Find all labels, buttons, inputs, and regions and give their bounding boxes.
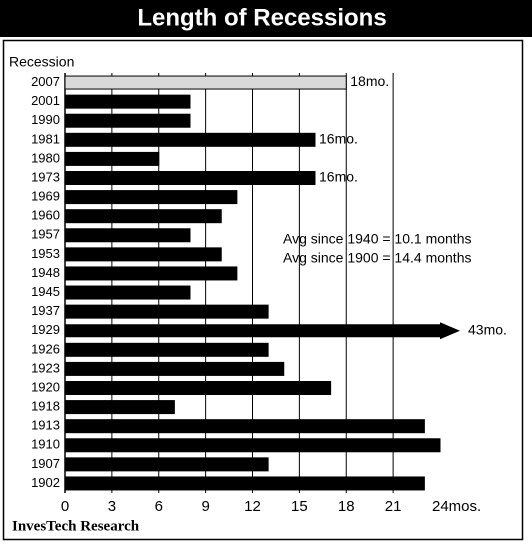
- y-tick-label: 1990: [31, 112, 60, 127]
- bar: [64, 342, 269, 357]
- value-label: 18mo.: [350, 73, 389, 89]
- y-tick-label: 1920: [31, 379, 60, 394]
- bar: [64, 457, 269, 472]
- bar: [64, 419, 425, 434]
- source: InvesTech Research: [12, 518, 140, 534]
- x-tick-label: 15: [291, 498, 308, 515]
- y-axis-label: Recession: [9, 54, 74, 70]
- bar: [64, 285, 191, 300]
- y-tick-label: 1945: [31, 284, 60, 299]
- value-label: 16mo.: [319, 169, 358, 185]
- bar: [64, 304, 269, 319]
- bar: [65, 322, 460, 340]
- y-tick-label: 1902: [31, 475, 60, 490]
- y-tick-label: 1960: [31, 208, 60, 223]
- x-tick-label: 3: [108, 498, 116, 515]
- annotation: Avg since 1940 = 10.1 months: [283, 231, 471, 247]
- y-tick-label: 1973: [31, 169, 60, 184]
- y-tick-label: 1918: [31, 399, 60, 414]
- y-tick-label: 1981: [31, 131, 60, 146]
- bar: [64, 75, 347, 90]
- y-tick-label: 1907: [31, 456, 60, 471]
- annotation: Avg since 1900 = 14.4 months: [283, 250, 471, 266]
- bar: [64, 476, 425, 491]
- bar: [64, 171, 316, 185]
- y-tick-label: 1910: [31, 437, 60, 452]
- bar: [64, 113, 191, 128]
- y-tick-label: 1957: [31, 227, 60, 242]
- y-tick-label: 1926: [31, 341, 60, 356]
- bar: [64, 381, 332, 395]
- chart-title: Length of Recessions: [137, 4, 386, 31]
- bar: [64, 400, 175, 415]
- bar: [64, 209, 222, 224]
- x-tick-label: 9: [201, 498, 209, 515]
- y-tick-label: 1923: [31, 360, 60, 375]
- bar: [64, 151, 160, 166]
- x-tick-label: 6: [155, 498, 163, 515]
- value-label: 43mo.: [468, 321, 507, 337]
- y-tick-label: 1953: [31, 246, 60, 261]
- bar: [64, 247, 222, 262]
- x-tick-label: 24mos.: [432, 498, 481, 515]
- y-tick-label: 2007: [31, 74, 60, 89]
- bar: [64, 228, 191, 243]
- bar: [64, 132, 316, 147]
- y-tick-label: 1929: [31, 322, 60, 337]
- y-tick-label: 1937: [31, 303, 60, 318]
- value-label: 16mo.: [319, 131, 358, 147]
- y-tick-label: 2001: [31, 93, 60, 108]
- bar: [64, 361, 285, 376]
- y-tick-label: 1980: [31, 150, 60, 165]
- y-tick-label: 1969: [31, 189, 60, 204]
- bar: [64, 190, 238, 205]
- x-tick-label: 0: [61, 498, 69, 515]
- frame: [2, 39, 524, 541]
- x-tick-label: 21: [385, 498, 402, 515]
- y-tick-label: 1948: [31, 265, 60, 280]
- bar: [64, 94, 191, 109]
- x-tick-label: 18: [338, 498, 355, 515]
- y-tick-label: 1913: [31, 418, 60, 433]
- bar: [64, 266, 238, 281]
- x-tick-label: 12: [244, 498, 261, 515]
- title-bar: [0, 0, 532, 37]
- bar: [64, 438, 441, 453]
